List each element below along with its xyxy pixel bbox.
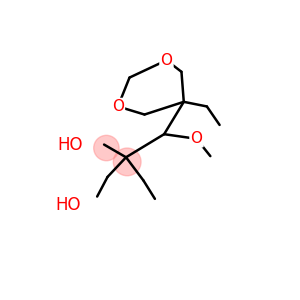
Text: HO: HO — [58, 136, 83, 154]
Circle shape — [94, 135, 119, 161]
Text: O: O — [160, 53, 172, 68]
Text: HO: HO — [56, 196, 81, 214]
Circle shape — [113, 148, 141, 176]
Text: O: O — [190, 131, 202, 146]
Text: O: O — [112, 99, 124, 114]
